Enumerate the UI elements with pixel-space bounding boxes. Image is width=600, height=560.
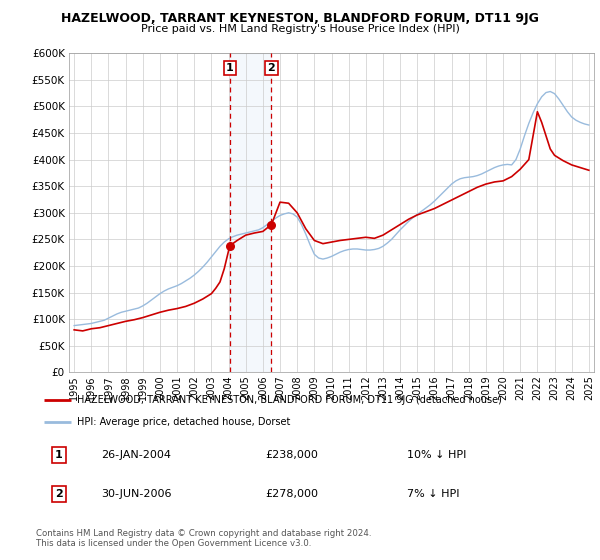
Text: HPI: Average price, detached house, Dorset: HPI: Average price, detached house, Dors… (77, 417, 290, 427)
Text: HAZELWOOD, TARRANT KEYNESTON, BLANDFORD FORUM, DT11 9JG: HAZELWOOD, TARRANT KEYNESTON, BLANDFORD … (61, 12, 539, 25)
Text: 1: 1 (226, 63, 233, 73)
Text: 26-JAN-2004: 26-JAN-2004 (101, 450, 172, 460)
Text: 30-JUN-2006: 30-JUN-2006 (101, 489, 172, 499)
Text: 2: 2 (268, 63, 275, 73)
Text: 1: 1 (55, 450, 63, 460)
Text: 10% ↓ HPI: 10% ↓ HPI (407, 450, 467, 460)
Text: This data is licensed under the Open Government Licence v3.0.: This data is licensed under the Open Gov… (36, 539, 311, 548)
Text: Price paid vs. HM Land Registry's House Price Index (HPI): Price paid vs. HM Land Registry's House … (140, 24, 460, 34)
Text: 7% ↓ HPI: 7% ↓ HPI (407, 489, 460, 499)
Text: £278,000: £278,000 (265, 489, 319, 499)
Text: Contains HM Land Registry data © Crown copyright and database right 2024.: Contains HM Land Registry data © Crown c… (36, 529, 371, 538)
Bar (230, 53, 271, 372)
Point (266, 220, 276, 229)
Text: HAZELWOOD, TARRANT KEYNESTON, BLANDFORD FORUM, DT11 9JG (detached house): HAZELWOOD, TARRANT KEYNESTON, BLANDFORD … (77, 395, 502, 405)
Text: £238,000: £238,000 (265, 450, 318, 460)
Point (225, 241, 235, 250)
Text: 2: 2 (55, 489, 63, 499)
